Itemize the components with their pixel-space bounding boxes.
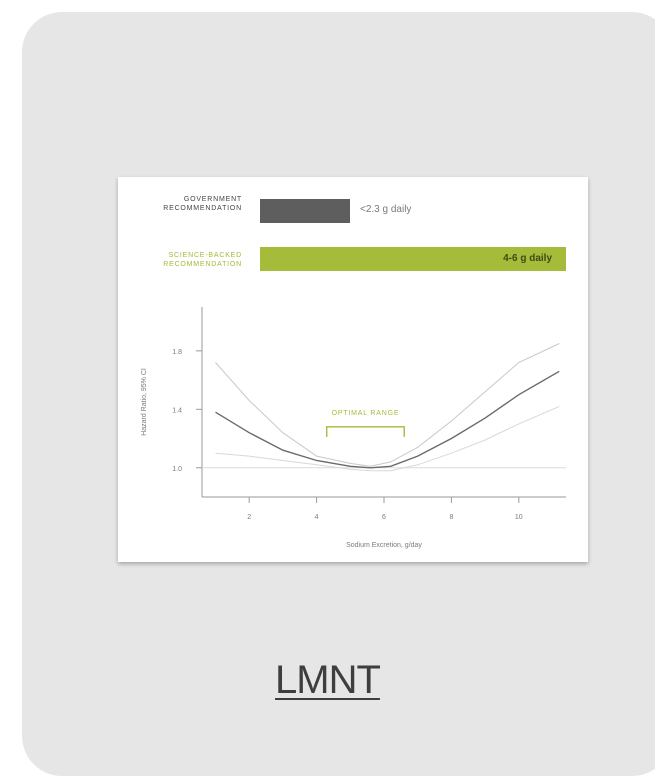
sodium-infographic: GOVERNMENT RECOMMENDATION <2.3 g daily S…	[118, 177, 588, 562]
optimal-range-label: OPTIMAL RANGE	[332, 410, 400, 417]
x-tick-label: 10	[515, 514, 523, 521]
x-tick-label: 2	[247, 514, 251, 521]
x-axis-title: Sodium Excretion, g/day	[346, 542, 422, 549]
government-recommendation-label: GOVERNMENT RECOMMENDATION	[122, 195, 242, 213]
science-recommendation-bar: 4-6 g daily	[260, 247, 566, 271]
science-recommendation-value: 4-6 g daily	[503, 253, 552, 264]
optimal-range-bracket	[326, 426, 405, 437]
estimate-series-line	[215, 370, 560, 469]
science-label-line2: RECOMMENDATION	[163, 261, 242, 268]
x-tick-label: 6	[382, 514, 386, 521]
government-recommendation-value: <2.3 g daily	[360, 204, 412, 215]
y-axis-title: Hazard Ratio, 95% CI	[141, 368, 148, 436]
government-recommendation-bar	[260, 199, 350, 223]
science-recommendation-label: SCIENCE-BACKED RECOMMENDATION	[122, 251, 242, 269]
x-tick-label: 8	[449, 514, 453, 521]
y-tick-label: 1.0	[172, 466, 182, 473]
lmnt-link[interactable]: LMNT	[275, 658, 381, 702]
government-label-line2: RECOMMENDATION	[163, 205, 242, 212]
upper-ci-series-line	[215, 343, 560, 467]
y-tick-label: 1.8	[172, 349, 182, 356]
lower-ci-series-line	[215, 405, 560, 472]
hazard-ratio-chart: 1.0 1.4 1.8 2 4 6 8 10 OPTIMAL RANGE Sodium Excre…	[141, 307, 566, 549]
government-label-line1: GOVERNMENT	[183, 196, 242, 203]
y-tick-label: 1.4	[172, 407, 182, 414]
science-label-line1: SCIENCE-BACKED	[168, 252, 242, 259]
x-tick-label: 4	[315, 514, 319, 521]
